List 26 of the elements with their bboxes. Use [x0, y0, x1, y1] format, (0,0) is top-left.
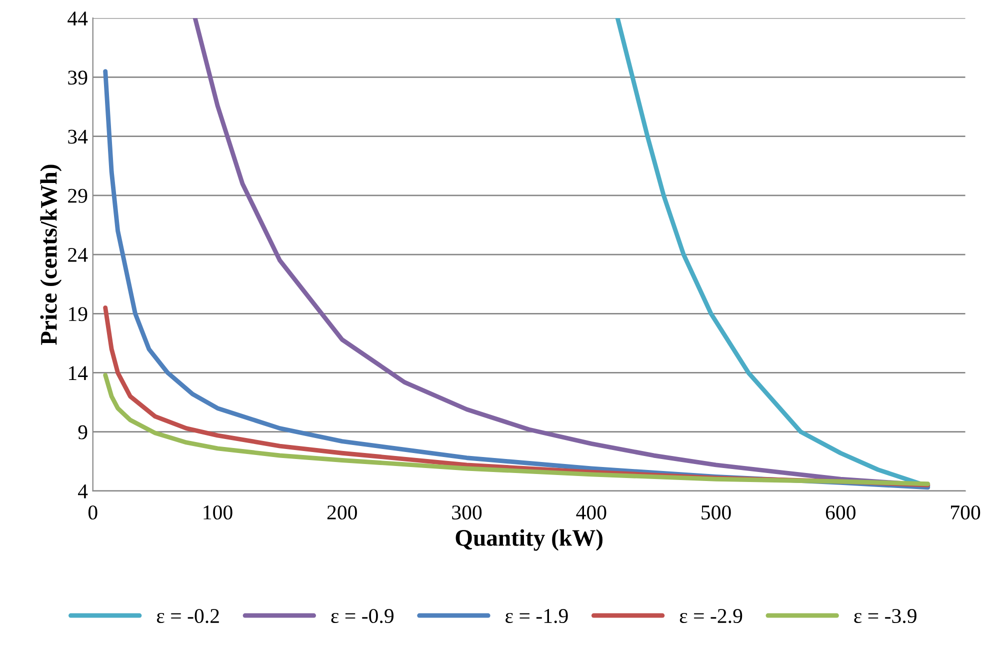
y-tick-label: 29 [68, 188, 88, 203]
x-tick-label: 700 [951, 505, 980, 520]
y-tick-label: 39 [68, 70, 88, 85]
legend-label: ε = -0.2 [156, 608, 219, 624]
y-tick-label: 24 [68, 248, 88, 262]
x-axis-title: Quantity (kW) [456, 529, 602, 551]
x-tick-label: 0 [88, 505, 98, 520]
legend-label: ε = -3.9 [854, 609, 916, 624]
legend-label: ε = -2.9 [680, 609, 742, 624]
legend-label: ε = -1.9 [506, 609, 568, 624]
x-tick-label: 300 [452, 505, 482, 520]
line-series [615, 18, 930, 488]
y-tick-label: 34 [68, 130, 88, 144]
x-tick-label: 200 [327, 505, 357, 520]
x-tick-label: 100 [204, 505, 232, 520]
y-tick-label: 14 [69, 366, 88, 380]
y-tick-label: 4 [78, 484, 88, 498]
legend-label: ε = -0.9 [331, 608, 394, 624]
x-tick-label: 600 [826, 505, 856, 520]
y-tick-label: 9 [78, 425, 88, 440]
x-tick-label: 400 [576, 505, 606, 520]
line-series [103, 372, 930, 486]
y-tick-label: 44 [68, 12, 88, 26]
y-tick-label: 19 [69, 307, 88, 322]
x-tick-label: 500 [702, 505, 731, 520]
y-axis-title: Price (cents/kWh) [40, 164, 62, 345]
